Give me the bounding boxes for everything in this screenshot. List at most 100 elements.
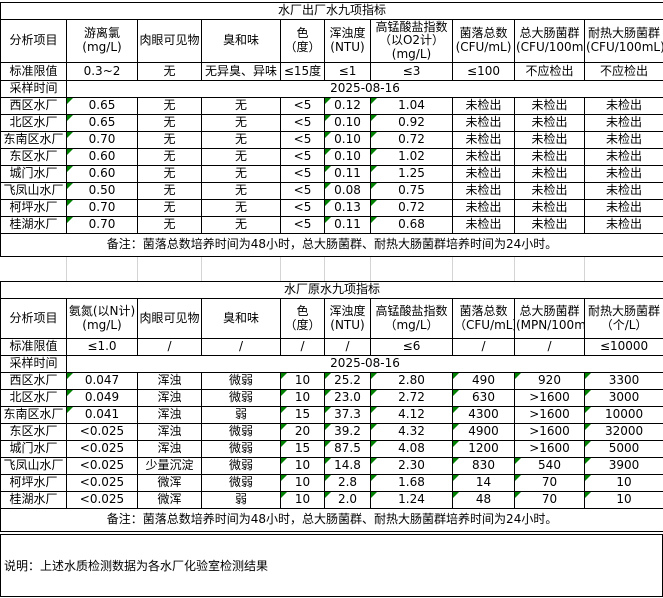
limit-cell[interactable]: ≤15度 [280, 62, 325, 81]
value-cell[interactable]: 0.10 [324, 131, 371, 149]
value-cell[interactable]: 3300 [583, 372, 663, 390]
value-cell[interactable]: 未检出 [514, 131, 585, 149]
value-cell[interactable]: 弱 [201, 491, 281, 509]
value-cell[interactable]: 0.65 [66, 97, 138, 115]
value-cell[interactable]: 0.72 [370, 199, 453, 217]
value-cell[interactable]: 1.02 [370, 148, 453, 166]
value-cell[interactable]: 0.10 [324, 148, 371, 166]
plant-name-cell[interactable]: 北区水厂 [0, 389, 67, 407]
value-cell[interactable]: 未检出 [452, 182, 515, 200]
limit-cell[interactable]: / [514, 338, 585, 356]
value-cell[interactable]: 微弱 [201, 440, 281, 458]
plant-name-cell[interactable]: 城门水厂 [0, 440, 67, 458]
row-label-header[interactable]: 分析项目 [0, 298, 67, 339]
value-cell[interactable]: 4.12 [370, 406, 453, 424]
value-cell[interactable]: 未检出 [452, 114, 515, 132]
value-cell[interactable]: 未检出 [452, 199, 515, 217]
limit-cell[interactable]: ≤10000 [583, 338, 663, 356]
value-cell[interactable]: 0.72 [370, 131, 453, 149]
limit-cell[interactable]: ≤6 [370, 338, 453, 356]
value-cell[interactable]: 5000 [583, 440, 663, 458]
value-cell[interactable]: 无 [201, 131, 281, 149]
value-cell[interactable]: <5 [280, 114, 325, 132]
value-cell[interactable]: 32000 [583, 423, 663, 441]
plant-name-cell[interactable]: 东区水厂 [0, 423, 67, 441]
value-cell[interactable]: <0.025 [66, 491, 138, 509]
plant-name-cell[interactable]: 东南区水厂 [0, 406, 67, 424]
value-cell[interactable]: 0.047 [66, 372, 138, 390]
value-cell[interactable]: 微弱 [201, 457, 281, 475]
plant-name-cell[interactable]: 西区水厂 [0, 97, 67, 115]
sample-time-label[interactable]: 采样时间 [0, 80, 67, 98]
value-cell[interactable]: 少量沉淀 [137, 457, 202, 475]
column-header[interactable]: 高锰酸盐指数 （mg/L） [370, 298, 453, 339]
value-cell[interactable]: 0.12 [324, 97, 371, 115]
value-cell[interactable]: <5 [280, 216, 325, 234]
value-cell[interactable]: 0.75 [370, 182, 453, 200]
column-header[interactable]: 耐热大肠菌群 (CFU/100mL) [583, 19, 663, 63]
value-cell[interactable]: 0.08 [324, 182, 371, 200]
value-cell[interactable]: 未检出 [583, 131, 663, 149]
value-cell[interactable]: 无 [137, 165, 202, 183]
value-cell[interactable]: 未检出 [514, 114, 585, 132]
column-header[interactable]: 浑浊度 (NTU) [324, 298, 371, 339]
value-cell[interactable]: 3000 [583, 389, 663, 407]
value-cell[interactable]: 10 [280, 389, 325, 407]
value-cell[interactable]: 未检出 [452, 97, 515, 115]
value-cell[interactable]: 无 [201, 216, 281, 234]
column-header[interactable]: 浑浊度 (NTU) [324, 19, 371, 63]
value-cell[interactable]: >1600 [514, 423, 585, 441]
value-cell[interactable]: 540 [514, 457, 585, 475]
value-cell[interactable]: <0.025 [66, 440, 138, 458]
value-cell[interactable]: 830 [452, 457, 515, 475]
value-cell[interactable]: 37.3 [324, 406, 371, 424]
value-cell[interactable]: <5 [280, 182, 325, 200]
value-cell[interactable]: 10 [280, 372, 325, 390]
value-cell[interactable]: 4.08 [370, 440, 453, 458]
plant-name-cell[interactable]: 飞凤山水厂 [0, 457, 67, 475]
value-cell[interactable]: 10 [280, 491, 325, 509]
value-cell[interactable]: 0.70 [66, 216, 138, 234]
plant-name-cell[interactable]: 北区水厂 [0, 114, 67, 132]
value-cell[interactable]: 浑浊 [137, 372, 202, 390]
plant-name-cell[interactable]: 城门水厂 [0, 165, 67, 183]
limit-cell[interactable]: / [324, 338, 371, 356]
note-box[interactable]: 说明：上述水质检测数据为各水厂化验室检测结果 [0, 534, 663, 597]
value-cell[interactable]: 未检出 [514, 148, 585, 166]
value-cell[interactable]: 4900 [452, 423, 515, 441]
value-cell[interactable]: 4.32 [370, 423, 453, 441]
value-cell[interactable]: 无 [201, 148, 281, 166]
limit-cell[interactable]: 无 [137, 62, 202, 81]
value-cell[interactable]: 10 [280, 457, 325, 475]
limit-row-label[interactable]: 标准限值 [0, 338, 67, 356]
value-cell[interactable]: <0.025 [66, 457, 138, 475]
value-cell[interactable]: 0.11 [324, 165, 371, 183]
value-cell[interactable]: 未检出 [514, 199, 585, 217]
value-cell[interactable]: 70 [514, 491, 585, 509]
value-cell[interactable]: 0.10 [324, 114, 371, 132]
value-cell[interactable]: 25.2 [324, 372, 371, 390]
limit-cell[interactable]: 不应检出 [583, 62, 663, 81]
plant-name-cell[interactable]: 桂湖水厂 [0, 216, 67, 234]
column-header[interactable]: 色（度） [280, 19, 325, 63]
value-cell[interactable]: 微弱 [201, 474, 281, 492]
value-cell[interactable]: 0.70 [66, 131, 138, 149]
value-cell[interactable]: 浑浊 [137, 440, 202, 458]
value-cell[interactable]: 1.25 [370, 165, 453, 183]
value-cell[interactable]: 无 [137, 182, 202, 200]
value-cell[interactable]: 920 [514, 372, 585, 390]
limit-row-label[interactable]: 标准限值 [0, 62, 67, 81]
value-cell[interactable]: <0.025 [66, 423, 138, 441]
value-cell[interactable]: 14.8 [324, 457, 371, 475]
value-cell[interactable]: 0.65 [66, 114, 138, 132]
value-cell[interactable]: 无 [137, 216, 202, 234]
value-cell[interactable]: 70 [514, 474, 585, 492]
value-cell[interactable]: >1600 [514, 440, 585, 458]
limit-cell[interactable]: 不应检出 [514, 62, 585, 81]
value-cell[interactable]: 14 [452, 474, 515, 492]
value-cell[interactable]: 微弱 [201, 389, 281, 407]
value-cell[interactable]: 4300 [452, 406, 515, 424]
value-cell[interactable]: 无 [137, 131, 202, 149]
value-cell[interactable]: 0.68 [370, 216, 453, 234]
value-cell[interactable]: 无 [201, 97, 281, 115]
